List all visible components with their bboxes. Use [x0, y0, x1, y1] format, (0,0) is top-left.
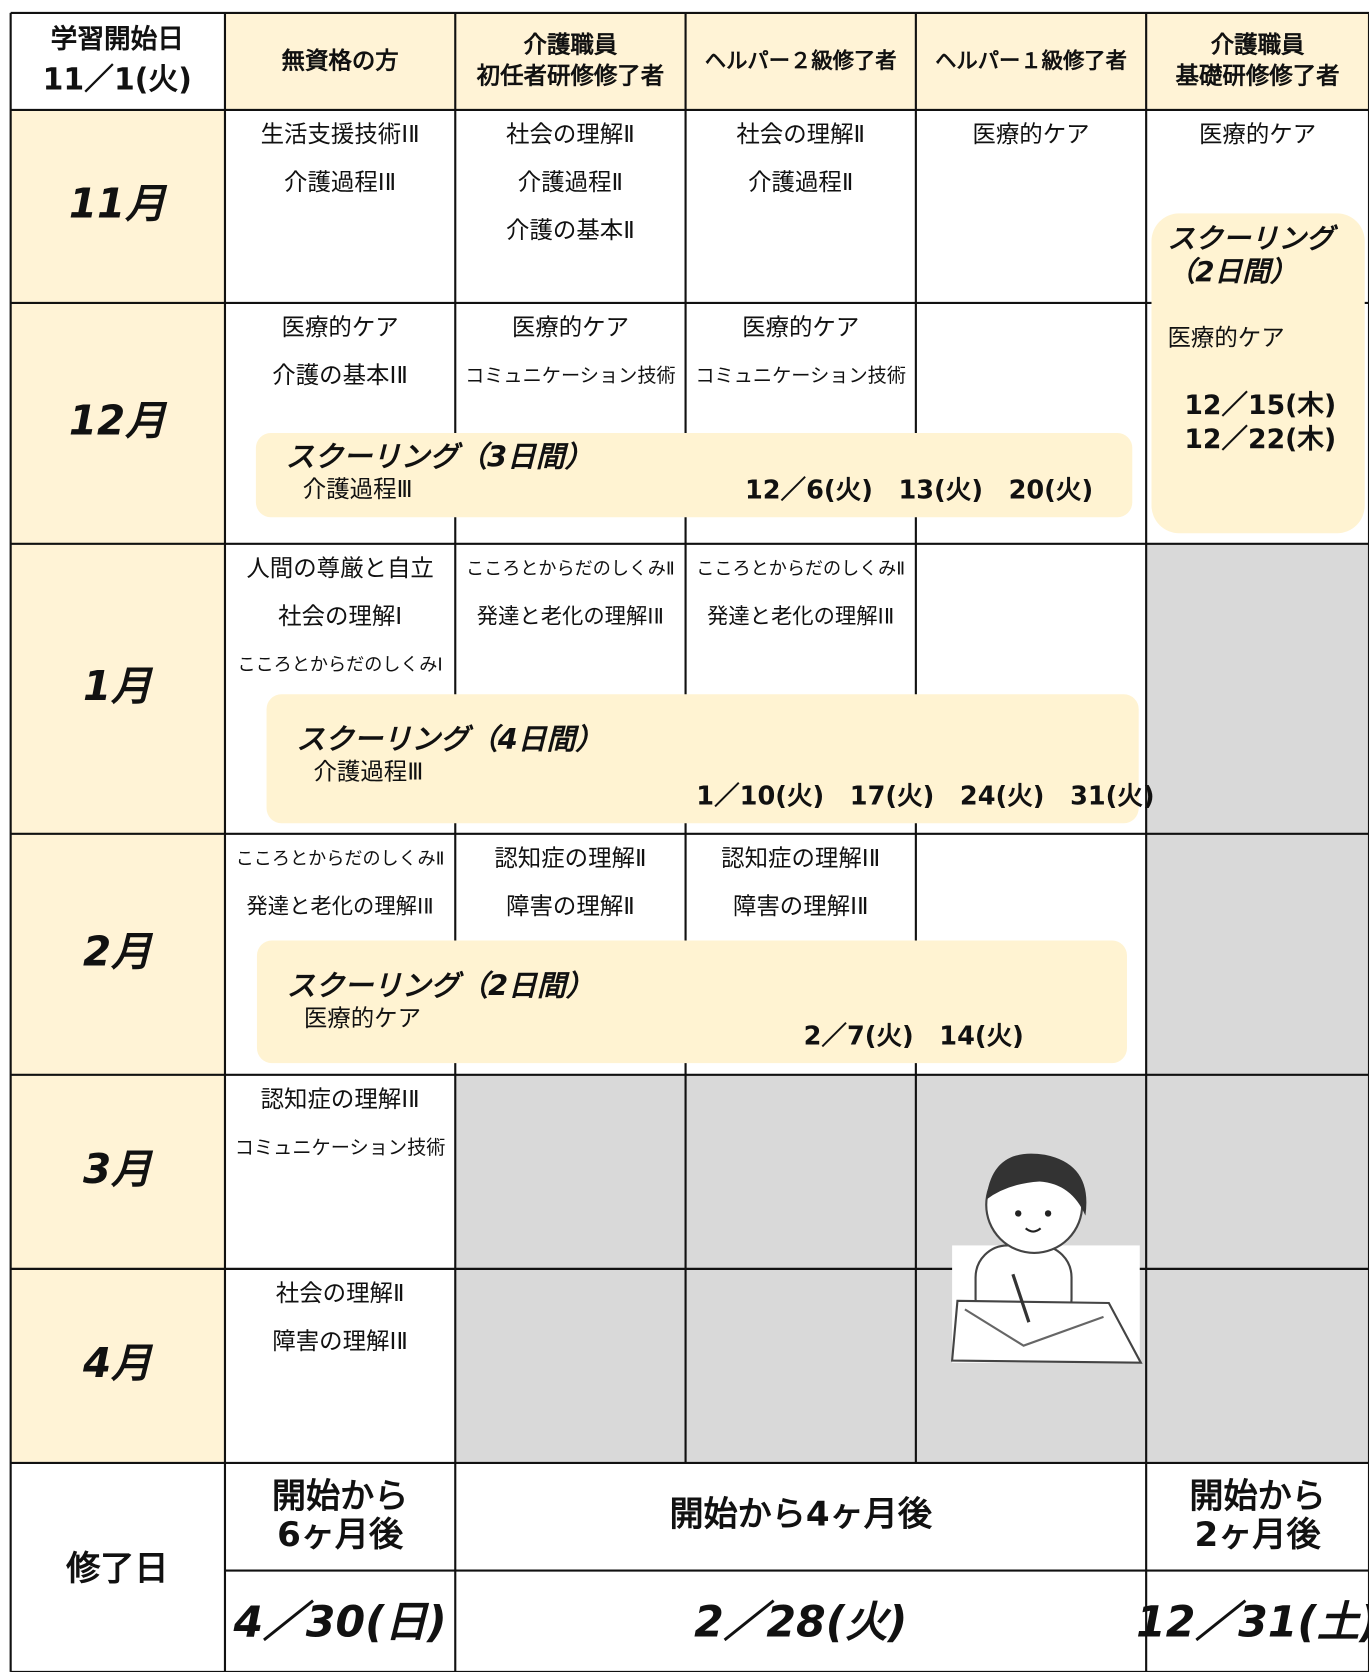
cell-text: 認知症の理解ⅠⅡ: [721, 844, 880, 872]
course-cell: [224, 109, 456, 303]
cell-text: こころとからだのしくみⅡ: [696, 558, 905, 579]
cell-text: 介護過程Ⅱ: [748, 168, 853, 196]
cell-text: 介護過程Ⅱ: [518, 168, 623, 196]
cell-text: 介護過程Ⅲ: [313, 758, 423, 786]
cell-text: 介護過程Ⅲ: [303, 475, 413, 503]
cell-text: 修了日: [65, 1549, 168, 1589]
month-cell: [10, 109, 225, 303]
cell-text: こころとからだのしくみⅡ: [466, 558, 675, 579]
cell-text: 発達と老化の理解ⅠⅡ: [246, 894, 433, 919]
cell-text: 介護の基本ⅠⅡ: [272, 361, 408, 389]
cell-text: 社会の理解Ⅱ: [276, 1279, 405, 1307]
cell-text: 医療的ケア: [742, 313, 859, 341]
cell-text: 6ヶ月後: [277, 1515, 404, 1555]
cell-text: コミュニケーション技術: [235, 1136, 446, 1159]
schooling-title: スクーリング（4日間）: [296, 722, 604, 756]
cell-text: 認知症の理解Ⅱ: [494, 844, 646, 872]
cell-text: 学習開始日: [51, 24, 184, 55]
cell-text: 医療的ケア: [282, 313, 399, 341]
month-cell: [10, 1268, 225, 1463]
schooling-box: [1151, 213, 1365, 534]
cell-text: コミュニケーション技術: [695, 364, 906, 387]
cell-text: 社会の理解Ⅱ: [506, 120, 635, 148]
cell-text: 開始から4ヶ月後: [669, 1495, 932, 1535]
schooling-title: スクーリング: [1167, 222, 1338, 255]
month-label: 4月: [82, 1339, 154, 1387]
completion-date: 12／31(土): [1136, 1597, 1369, 1647]
cell-text: 人間の尊厳と自立: [246, 554, 433, 582]
cell-text: 医療的ケア: [512, 313, 629, 341]
cell-text: 発達と老化の理解ⅠⅡ: [707, 604, 894, 629]
cell-text: 社会の理解Ⅱ: [736, 120, 865, 148]
schooling-title: スクーリング（3日間）: [286, 440, 594, 474]
course-cell: [685, 109, 916, 303]
cell-text: 開始から: [272, 1477, 408, 1517]
cell-text: 2／7(火) 14(火): [804, 1022, 1024, 1052]
cell-text: 社会の理解Ⅰ: [278, 602, 402, 630]
schooling-title: （2日間）: [1167, 255, 1297, 288]
cell-text: 介護職員: [1211, 30, 1305, 58]
cell-text: 医療的ケア: [1167, 324, 1284, 352]
cell-text: 医療的ケア: [304, 1004, 421, 1032]
cell-text: 介護の基本Ⅱ: [506, 216, 635, 244]
student-illustration: [950, 1153, 1143, 1364]
cell-text: 認知症の理解ⅠⅡ: [261, 1085, 420, 1113]
course-cell: [915, 109, 1147, 303]
course-cell: [224, 1268, 456, 1463]
header-cell: [224, 12, 1369, 110]
cell-text: 医療的ケア: [972, 120, 1089, 148]
cell-text: コミュニケーション技術: [465, 364, 676, 387]
month-label: 12月: [69, 396, 168, 444]
month-label: 11月: [69, 179, 168, 227]
course-cell: [455, 109, 686, 303]
cell-text: 1／10(火) 17(火) 24(火) 31(火): [696, 782, 1154, 812]
cell-text: 無資格の方: [282, 46, 399, 74]
course-cell: [1146, 833, 1369, 1075]
cell-text: 初任者研修修了者: [476, 61, 665, 89]
completion-date: 2／28(火): [694, 1597, 907, 1647]
cell-text: 12／6(火) 13(火) 20(火): [745, 476, 1093, 506]
course-cell: [455, 1268, 686, 1463]
month-label: 3月: [83, 1145, 154, 1193]
cell-text: 開始から: [1189, 1477, 1325, 1517]
cell-text: こころとからだのしくみⅡ: [236, 848, 445, 869]
schooling-box: [255, 432, 1133, 518]
cell-text: 生活支援技術ⅠⅡ: [261, 120, 420, 148]
cell-text: 障害の理解Ⅱ: [506, 892, 635, 920]
month-cell: [10, 1074, 225, 1269]
cell-text: 障害の理解ⅠⅡ: [272, 1327, 408, 1355]
schooling-title: スクーリング（2日間）: [287, 968, 595, 1002]
course-cell: [685, 1074, 916, 1269]
course-cell: [1146, 1268, 1369, 1463]
month-label: 2月: [83, 927, 154, 975]
cell-text: 障害の理解ⅠⅡ: [733, 892, 869, 920]
course-cell: [685, 1268, 916, 1463]
cell-text: 12／15(木): [1184, 390, 1336, 421]
course-cell: [224, 1074, 456, 1269]
cell-text: 11／1(火): [43, 63, 192, 98]
completion-date: 4／30(日): [233, 1597, 447, 1647]
header-cell: [10, 12, 225, 110]
schooling-box: [256, 940, 1127, 1064]
month-cell: [10, 302, 225, 544]
course-cell: [455, 1074, 686, 1269]
cell-text: ヘルパー１級修了者: [935, 48, 1127, 74]
cell-text: こころとからだのしくみⅠ: [237, 654, 442, 675]
cell-text: 2ヶ月後: [1195, 1515, 1322, 1555]
cell-text: 医療的ケア: [1199, 120, 1316, 148]
cell-text: ヘルパー２級修了者: [705, 48, 897, 74]
month-cell: [10, 543, 225, 834]
cell-text: 介護過程ⅠⅡ: [284, 168, 396, 196]
course-cell: [1146, 543, 1369, 834]
cell-text: 介護職員: [524, 30, 618, 58]
course-cell: [1146, 1074, 1369, 1269]
month-cell: [10, 833, 225, 1075]
cell-text: 基礎研修修了者: [1176, 61, 1340, 89]
month-label: 1月: [83, 662, 154, 710]
cell-text: 発達と老化の理解ⅠⅡ: [477, 604, 664, 629]
cell-text: 12／22(木): [1184, 424, 1336, 455]
schooling-box: [266, 694, 1139, 824]
